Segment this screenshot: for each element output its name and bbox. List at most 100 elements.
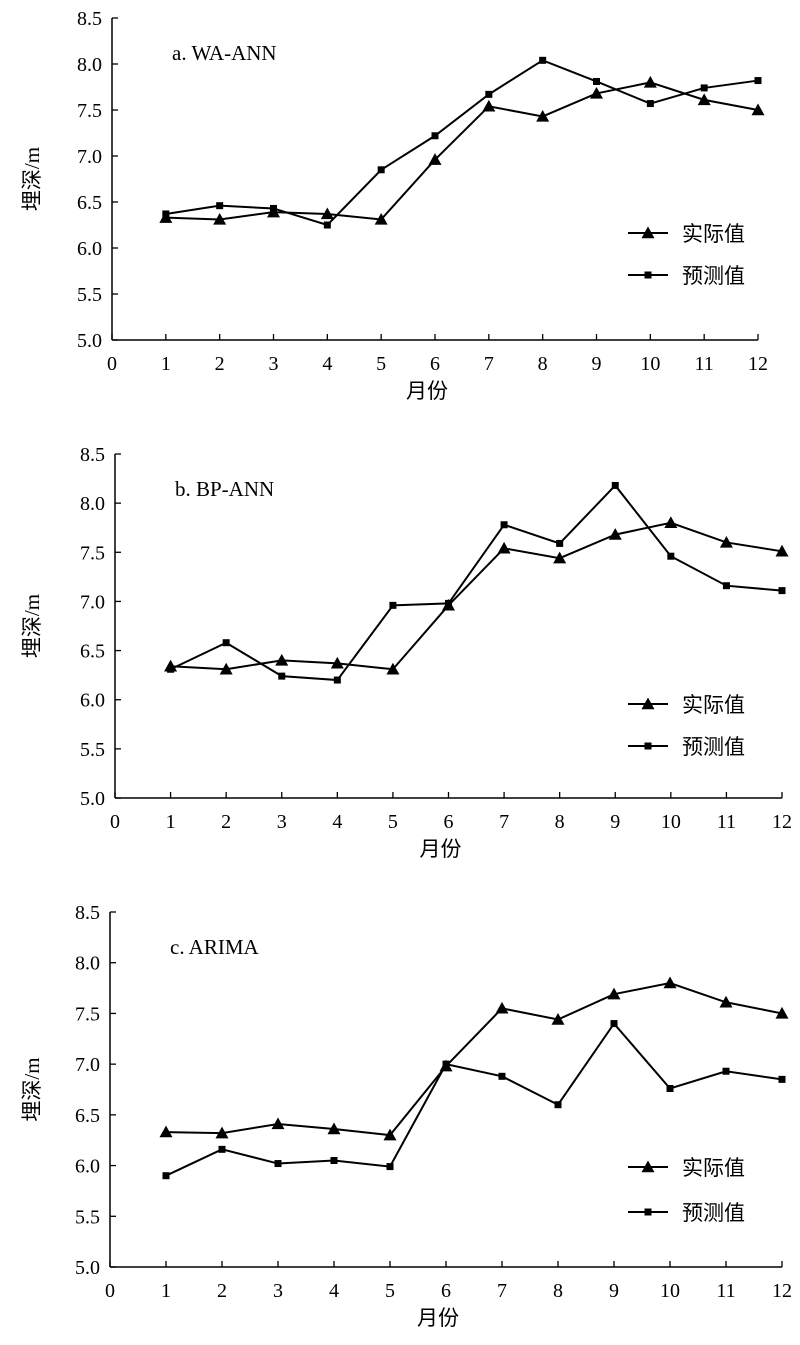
triangle-marker-point (775, 1006, 789, 1019)
square-marker-point (539, 56, 547, 64)
square-marker-point (431, 132, 439, 140)
x-tick-label: 11 (695, 353, 714, 375)
panel-title: a. WA-ANN (172, 41, 277, 65)
square-marker-point (593, 77, 600, 85)
triangle-marker-point (719, 995, 733, 1008)
square-marker-point (270, 204, 277, 212)
triangle-marker-point (643, 75, 657, 88)
square-marker-point (389, 601, 397, 609)
square-marker-point (218, 1145, 226, 1153)
triangle-marker-point (159, 1125, 173, 1138)
square-marker-point (167, 665, 175, 673)
x-tick-label: 8 (555, 811, 565, 833)
y-tick-label: 8.5 (75, 902, 100, 924)
panel-title: b. BP-ANN (175, 477, 274, 501)
y-tick-label: 8.5 (77, 8, 102, 30)
x-tick-label: 3 (269, 353, 279, 375)
square-marker-point (323, 221, 331, 229)
triangle-marker-point (219, 662, 233, 675)
square-marker-point (666, 1084, 674, 1092)
y-tick-label: 7.0 (77, 146, 102, 168)
square-marker-icon (644, 271, 652, 279)
series-actual (164, 516, 789, 675)
x-tick-label: 7 (499, 811, 509, 833)
x-tick-label: 6 (444, 811, 454, 833)
triangle-marker-point (213, 212, 227, 225)
y-tick-label: 7.5 (80, 542, 105, 564)
y-axis-title: 埋深/m (20, 594, 44, 658)
x-tick-label: 6 (441, 1280, 451, 1302)
legend-item-actual: 实际值 (628, 1156, 745, 1180)
x-axis-title: 月份 (406, 379, 448, 403)
legend-item-actual: 实际值 (628, 222, 745, 246)
square-marker-point (333, 676, 341, 684)
x-tick-label: 2 (221, 811, 231, 833)
series-line (170, 483, 783, 682)
square-marker-point (778, 1075, 786, 1083)
triangle-marker-point (664, 516, 678, 528)
y-tick-label: 6.0 (75, 1156, 100, 1178)
square-marker-point (700, 84, 708, 92)
square-marker-point (554, 1101, 562, 1109)
x-tick-label: 5 (388, 811, 398, 833)
square-marker-point (754, 77, 762, 85)
triangle-marker-point (607, 987, 621, 1000)
x-tick-label: 0 (110, 811, 120, 833)
series-line (165, 981, 783, 1137)
series-line (165, 59, 759, 227)
y-tick-label: 6.0 (80, 690, 105, 712)
legend-label: 实际值 (682, 1156, 745, 1180)
x-tick-label: 6 (430, 353, 440, 375)
triangle-marker-point (590, 86, 603, 99)
square-marker-point (222, 639, 230, 647)
x-axis-title: 月份 (417, 1306, 459, 1330)
chart-panel-3: 5.05.56.06.57.07.58.08.50 1 2 3 4 5 6 7 8 9 10 11 12… (20, 902, 792, 1330)
square-marker-icon (644, 742, 652, 750)
x-tick-label: 1 (166, 811, 176, 833)
legend-label: 实际值 (682, 693, 745, 717)
triangle-marker-point (327, 1122, 341, 1135)
x-tick-label: 1 (161, 353, 171, 375)
series-predicted (162, 56, 762, 229)
legend-item-predicted: 预测值 (628, 735, 745, 759)
triangle-marker-point (374, 212, 388, 225)
square-marker-point (611, 481, 619, 489)
y-tick-label: 7.0 (75, 1054, 100, 1076)
y-tick-label: 5.0 (80, 788, 105, 810)
triangle-marker-point (428, 153, 442, 165)
x-tick-label: 2 (217, 1280, 227, 1302)
triangle-marker-point (551, 1013, 565, 1025)
x-tick-label: 9 (610, 811, 620, 833)
x-tick-label: 10 (660, 1280, 680, 1302)
square-marker-point (498, 1072, 506, 1080)
legend-item-predicted: 预测值 (628, 1201, 745, 1225)
y-tick-label: 6.0 (77, 238, 102, 260)
y-axis-title: 埋深/m (20, 1057, 44, 1121)
triangle-marker-point (275, 653, 289, 666)
x-tick-label: 3 (273, 1280, 283, 1302)
x-tick-label: 1 (161, 1280, 171, 1302)
chart-panel-2: 5.05.56.06.57.07.58.08.50 1 2 3 4 5 6 7 8 9 10 11 12… (20, 444, 792, 861)
x-tick-label: 5 (376, 353, 386, 375)
y-tick-label: 5.5 (77, 284, 102, 306)
square-marker-point (330, 1157, 338, 1164)
x-tick-label: 12 (772, 1280, 792, 1302)
triangle-marker-point (697, 93, 711, 106)
series-actual (159, 75, 765, 225)
legend-label: 预测值 (682, 735, 745, 759)
legend-item-predicted: 预测值 (628, 264, 745, 288)
series-predicted (162, 1020, 786, 1180)
y-tick-label: 7.5 (77, 100, 102, 122)
y-tick-label: 6.5 (77, 192, 102, 214)
x-tick-label: 3 (277, 811, 287, 833)
triangle-marker-point (663, 976, 677, 989)
x-tick-label: 0 (107, 353, 117, 375)
square-marker-point (500, 521, 508, 529)
triangle-marker-point (330, 656, 344, 669)
square-marker-point (377, 166, 385, 174)
